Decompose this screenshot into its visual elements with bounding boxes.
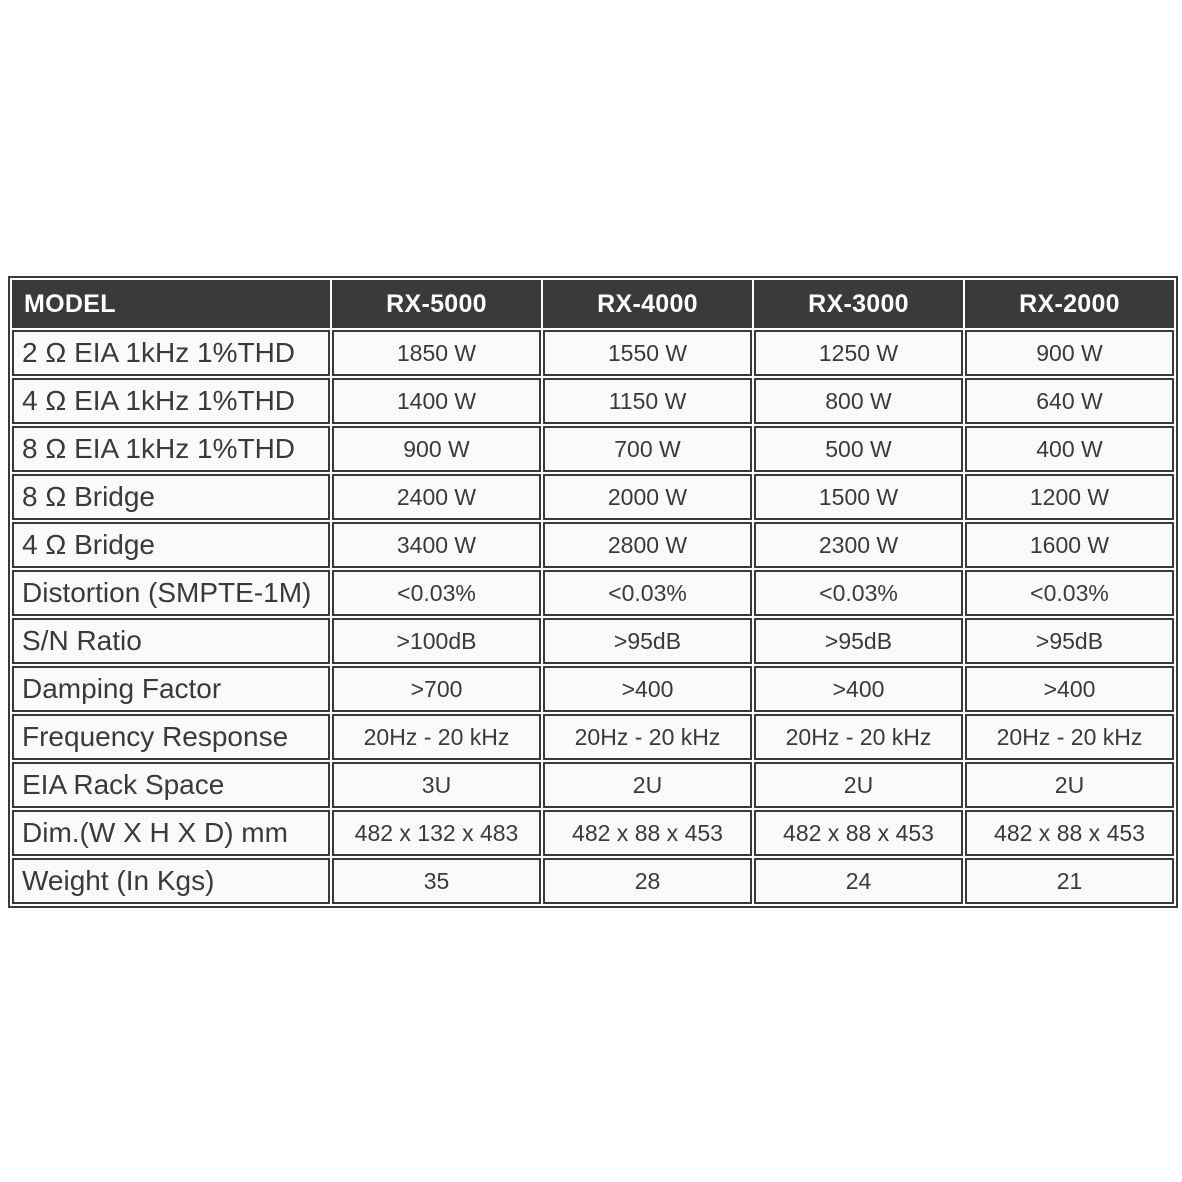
spec-value: 900 W <box>332 426 541 472</box>
spec-value: 2U <box>965 762 1174 808</box>
spec-value: <0.03% <box>543 570 752 616</box>
spec-row-4ohm-bridge: 4 Ω Bridge 3400 W 2800 W 2300 W 1600 W <box>12 522 1174 568</box>
spec-value: 20Hz - 20 kHz <box>965 714 1174 760</box>
spec-row-8ohm-bridge: 8 Ω Bridge 2400 W 2000 W 1500 W 1200 W <box>12 474 1174 520</box>
spec-value: 482 x 88 x 453 <box>543 810 752 856</box>
spec-value: >400 <box>965 666 1174 712</box>
column-header-rx5000: RX-5000 <box>332 280 541 328</box>
spec-value: 1400 W <box>332 378 541 424</box>
spec-table-container: MODEL RX-5000 RX-4000 RX-3000 RX-2000 2 … <box>8 276 1178 908</box>
spec-value: 1850 W <box>332 330 541 376</box>
column-header-model: MODEL <box>12 280 330 328</box>
spec-value: 35 <box>332 858 541 904</box>
spec-value: 500 W <box>754 426 963 472</box>
spec-value: 20Hz - 20 kHz <box>543 714 752 760</box>
spec-value: 1200 W <box>965 474 1174 520</box>
spec-value: 20Hz - 20 kHz <box>754 714 963 760</box>
spec-value: 20Hz - 20 kHz <box>332 714 541 760</box>
spec-value: 2U <box>754 762 963 808</box>
spec-value: 1500 W <box>754 474 963 520</box>
spec-value: 640 W <box>965 378 1174 424</box>
spec-label: 4 Ω EIA 1kHz 1%THD <box>12 378 330 424</box>
spec-label: 2 Ω EIA 1kHz 1%THD <box>12 330 330 376</box>
spec-value: <0.03% <box>332 570 541 616</box>
spec-value: >100dB <box>332 618 541 664</box>
spec-label: 4 Ω Bridge <box>12 522 330 568</box>
spec-label: Frequency Response <box>12 714 330 760</box>
spec-label: 8 Ω EIA 1kHz 1%THD <box>12 426 330 472</box>
spec-value: 1150 W <box>543 378 752 424</box>
spec-value: >700 <box>332 666 541 712</box>
spec-label: Distortion (SMPTE-1M) <box>12 570 330 616</box>
spec-value: 2400 W <box>332 474 541 520</box>
spec-row-2ohm-eia: 2 Ω EIA 1kHz 1%THD 1850 W 1550 W 1250 W … <box>12 330 1174 376</box>
column-header-rx2000: RX-2000 <box>965 280 1174 328</box>
spec-label: 8 Ω Bridge <box>12 474 330 520</box>
spec-value: >400 <box>543 666 752 712</box>
spec-value: 1600 W <box>965 522 1174 568</box>
spec-value: >95dB <box>543 618 752 664</box>
spec-label: Weight (In Kgs) <box>12 858 330 904</box>
spec-label: S/N Ratio <box>12 618 330 664</box>
spec-value: >400 <box>754 666 963 712</box>
spec-value: >95dB <box>754 618 963 664</box>
spec-row-8ohm-eia: 8 Ω EIA 1kHz 1%THD 900 W 700 W 500 W 400… <box>12 426 1174 472</box>
spec-value: 2800 W <box>543 522 752 568</box>
spec-value: 700 W <box>543 426 752 472</box>
spec-value: 21 <box>965 858 1174 904</box>
spec-table: MODEL RX-5000 RX-4000 RX-3000 RX-2000 2 … <box>10 278 1176 906</box>
spec-value: 3400 W <box>332 522 541 568</box>
spec-row-dimensions: Dim.(W X H X D) mm 482 x 132 x 483 482 x… <box>12 810 1174 856</box>
spec-value: 28 <box>543 858 752 904</box>
table-header-row: MODEL RX-5000 RX-4000 RX-3000 RX-2000 <box>12 280 1174 328</box>
spec-value: 900 W <box>965 330 1174 376</box>
spec-value: 1250 W <box>754 330 963 376</box>
spec-value: 2300 W <box>754 522 963 568</box>
spec-value: 1550 W <box>543 330 752 376</box>
spec-row-damping-factor: Damping Factor >700 >400 >400 >400 <box>12 666 1174 712</box>
spec-value: 482 x 88 x 453 <box>965 810 1174 856</box>
spec-value: 3U <box>332 762 541 808</box>
spec-row-4ohm-eia: 4 Ω EIA 1kHz 1%THD 1400 W 1150 W 800 W 6… <box>12 378 1174 424</box>
spec-row-distortion: Distortion (SMPTE-1M) <0.03% <0.03% <0.0… <box>12 570 1174 616</box>
column-header-rx3000: RX-3000 <box>754 280 963 328</box>
spec-label: EIA Rack Space <box>12 762 330 808</box>
column-header-rx4000: RX-4000 <box>543 280 752 328</box>
spec-value: 800 W <box>754 378 963 424</box>
spec-row-sn-ratio: S/N Ratio >100dB >95dB >95dB >95dB <box>12 618 1174 664</box>
spec-value: <0.03% <box>965 570 1174 616</box>
spec-value: 24 <box>754 858 963 904</box>
spec-row-weight: Weight (In Kgs) 35 28 24 21 <box>12 858 1174 904</box>
spec-value: 2000 W <box>543 474 752 520</box>
spec-value: 482 x 88 x 453 <box>754 810 963 856</box>
spec-row-rack-space: EIA Rack Space 3U 2U 2U 2U <box>12 762 1174 808</box>
spec-value: 400 W <box>965 426 1174 472</box>
spec-value: 482 x 132 x 483 <box>332 810 541 856</box>
spec-value: 2U <box>543 762 752 808</box>
spec-value: >95dB <box>965 618 1174 664</box>
spec-label: Damping Factor <box>12 666 330 712</box>
spec-row-frequency-response: Frequency Response 20Hz - 20 kHz 20Hz - … <box>12 714 1174 760</box>
spec-label: Dim.(W X H X D) mm <box>12 810 330 856</box>
spec-value: <0.03% <box>754 570 963 616</box>
